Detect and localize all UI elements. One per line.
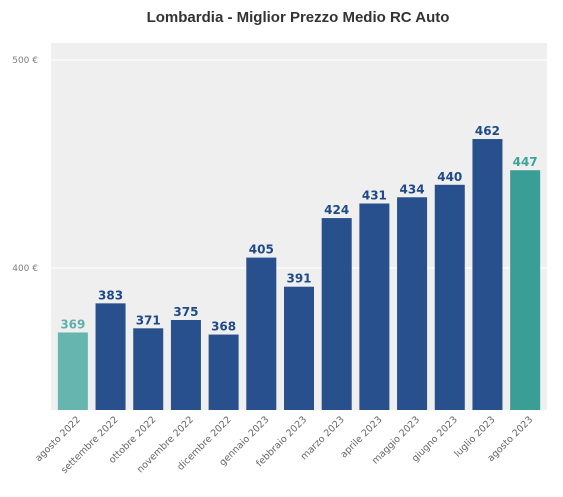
data-label: 447	[513, 155, 538, 169]
data-label: 375	[173, 305, 198, 319]
data-label: 405	[249, 243, 274, 257]
bar	[510, 170, 541, 410]
data-label: 368	[211, 320, 236, 334]
bar	[359, 203, 390, 410]
chart-title: Lombardia - Miglior Prezzo Medio RC Auto	[147, 9, 450, 26]
bar	[472, 139, 503, 411]
data-label: 440	[437, 170, 462, 184]
bar	[57, 332, 88, 410]
data-label: 462	[475, 124, 500, 138]
bar	[208, 334, 239, 410]
data-label: 391	[286, 272, 311, 286]
data-label: 431	[362, 189, 387, 203]
data-label: 371	[136, 313, 161, 327]
y-axis: 400 € 500 €	[12, 56, 38, 274]
bar	[397, 197, 428, 410]
bar	[170, 320, 201, 410]
bars	[57, 139, 541, 411]
y-tick-label: 500 €	[12, 56, 38, 66]
data-label: 424	[324, 203, 349, 217]
bar	[133, 328, 164, 410]
data-label: 434	[400, 182, 425, 196]
bar	[321, 218, 352, 410]
bar	[95, 303, 126, 410]
data-labels: 369 383 371 375 368 405 391 424 431 434 440 462 447	[60, 124, 537, 334]
data-label: 383	[98, 288, 123, 302]
data-label: 369	[60, 317, 85, 331]
bar	[246, 257, 277, 410]
bar	[434, 184, 465, 410]
bar	[284, 286, 314, 410]
y-tick-label: 400 €	[12, 264, 38, 274]
